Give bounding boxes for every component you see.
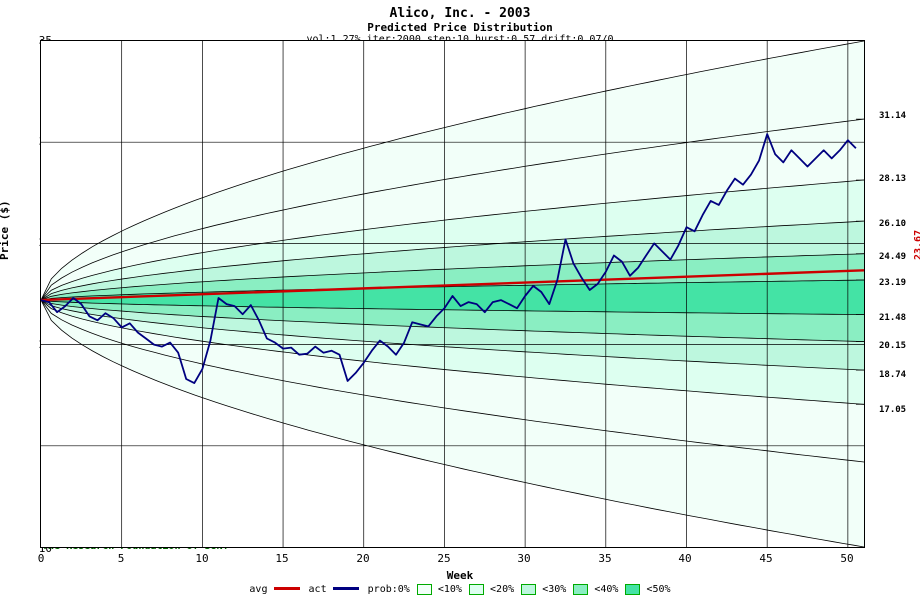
legend-act-swatch (332, 587, 359, 590)
legend-band-swatch-40 (573, 584, 589, 595)
chart-parameters: vol:1.27% iter:2000 step:10 hurst:0.57 d… (0, 34, 920, 45)
chart-svg (41, 41, 864, 547)
x-tick: 30 (517, 552, 531, 565)
x-tick: 35 (598, 552, 612, 565)
chart-legend: avg act prob:0% <10% <20% <30% <40% <50% (0, 584, 920, 596)
legend-band-20: <20% (490, 584, 515, 595)
plot-area (40, 40, 865, 548)
legend-band-swatch-20 (469, 584, 484, 595)
x-tick: 50 (840, 552, 854, 565)
legend-band-40: <40% (594, 584, 619, 595)
x-tick: 25 (437, 552, 451, 565)
legend-band-30: <30% (542, 584, 567, 595)
legend-act-label: act (308, 584, 327, 595)
x-tick: 20 (356, 552, 370, 565)
right-axis-label: 31.14 (879, 111, 907, 121)
right-axis-label: 20.15 (879, 341, 907, 351)
right-axis-label: 24.49 (879, 252, 907, 262)
chart-subtitle: Predicted Price Distribution (367, 21, 553, 34)
x-tick: 45 (759, 552, 773, 565)
right-axis-label: 21.48 (879, 313, 907, 323)
right-axis-label: 26.10 (879, 219, 907, 229)
legend-band-swatch-50 (625, 584, 641, 595)
x-tick: 15 (275, 552, 289, 565)
legend-band-swatch-30 (521, 584, 537, 595)
x-tick: 5 (117, 552, 125, 565)
legend-band-swatch-10 (416, 584, 432, 595)
legend-band-50: <50% (646, 584, 671, 595)
y-axis-label: Price ($) (0, 200, 11, 260)
right-axis-label: 28.13 (879, 174, 907, 184)
right-axis-label: 18.74 (879, 370, 907, 380)
current-value-label: 23.67 (913, 229, 920, 260)
x-tick: 40 (678, 552, 692, 565)
x-axis-label: Week (446, 569, 474, 582)
legend-avg-label: avg (249, 584, 268, 595)
legend-prob-label: prob:0% (367, 584, 410, 595)
x-tick: 0 (37, 552, 45, 565)
right-axis-label: 17.05 (879, 405, 907, 415)
x-tick: 10 (195, 552, 209, 565)
legend-avg-swatch (273, 587, 300, 590)
legend-band-10: <10% (437, 584, 462, 595)
right-axis-label: 23.19 (879, 278, 907, 288)
chart-title: Alico, Inc. - 2003 (389, 6, 531, 21)
